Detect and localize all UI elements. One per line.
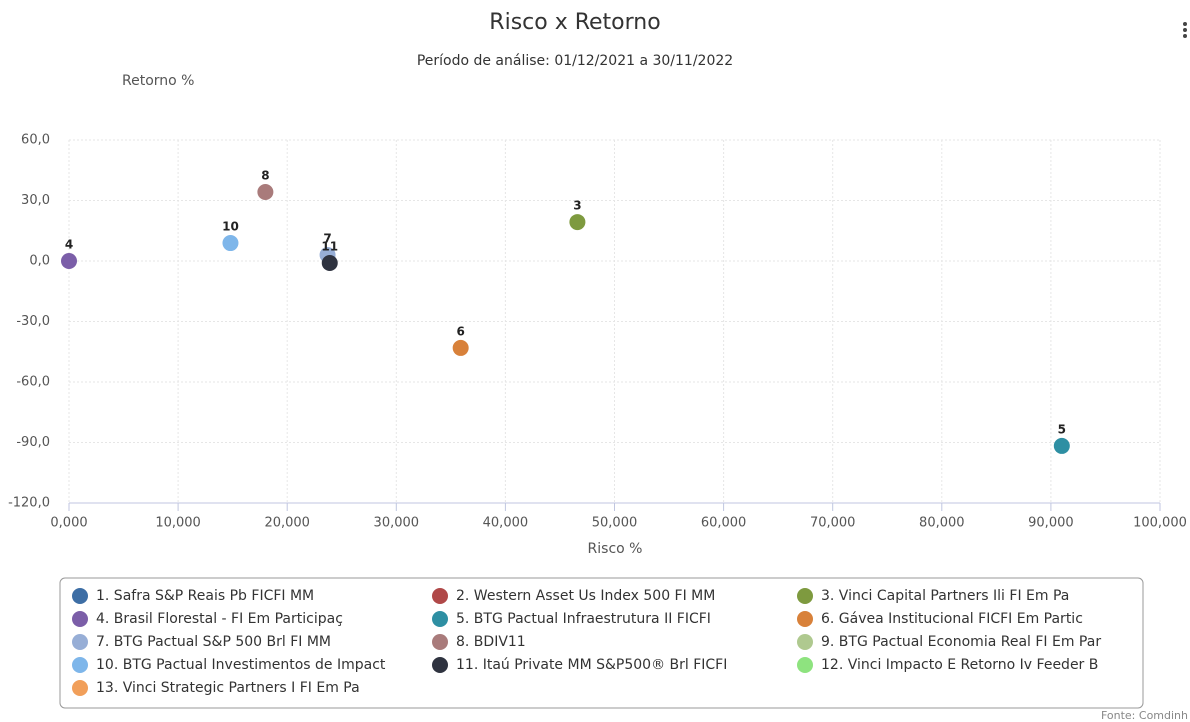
- x-tick-label: 10,000: [155, 516, 201, 531]
- x-tick-label: 90,000: [1028, 516, 1074, 531]
- legend-label[interactable]: 4. Brasil Florestal - FI Em Participaç: [96, 611, 343, 627]
- legend-marker[interactable]: [797, 634, 813, 650]
- y-tick-label: -60,0: [16, 375, 50, 390]
- point: [321, 255, 338, 272]
- menu-icon[interactable]: [1183, 22, 1187, 38]
- legend-label[interactable]: 2. Western Asset Us Index 500 FI MM: [456, 588, 715, 604]
- legend-marker[interactable]: [797, 611, 813, 627]
- y-tick-label: 0,0: [29, 254, 50, 269]
- point: [569, 214, 586, 231]
- x-tick-label: 30,000: [374, 516, 420, 531]
- legend-label[interactable]: 6. Gávea Institucional FICFI Em Partic: [821, 611, 1083, 627]
- legend-marker[interactable]: [432, 657, 448, 673]
- legend-label[interactable]: 9. BTG Pactual Economia Real FI Em Par: [821, 634, 1101, 650]
- legend-marker[interactable]: [72, 588, 88, 604]
- menu-dot[interactable]: [1183, 22, 1187, 26]
- chart-title: Risco x Retorno: [489, 10, 660, 35]
- x-tick-label: 70,000: [810, 516, 856, 531]
- point: [1053, 437, 1070, 454]
- y-tick-label: -120,0: [8, 496, 50, 511]
- point-label: 7: [323, 231, 331, 245]
- point-label: 10: [222, 220, 239, 234]
- x-axis-title: Risco %: [588, 541, 643, 557]
- legend-label[interactable]: 5. BTG Pactual Infraestrutura II FICFI: [456, 611, 711, 627]
- legend-marker[interactable]: [72, 657, 88, 673]
- legend-label[interactable]: 13. Vinci Strategic Partners I FI Em Pa: [96, 680, 360, 696]
- legend-marker[interactable]: [72, 611, 88, 627]
- x-tick-label: 60,000: [701, 516, 747, 531]
- point-label: 3: [573, 199, 581, 213]
- point: [222, 235, 239, 252]
- legend-label[interactable]: 8. BDIV11: [456, 634, 526, 650]
- y-axis-title: Retorno %: [122, 73, 194, 89]
- x-tick-label: 100,000: [1133, 516, 1187, 531]
- legend-box: [59, 577, 1144, 709]
- legend-marker[interactable]: [72, 634, 88, 650]
- x-tick-label: 40,000: [483, 516, 529, 531]
- legend-label[interactable]: 10. BTG Pactual Investimentos de Impact: [96, 657, 386, 673]
- legend-marker[interactable]: [797, 657, 813, 673]
- menu-dot[interactable]: [1183, 34, 1187, 38]
- y-tick-label: 60,0: [21, 133, 50, 148]
- x-tick-label: 20,000: [264, 516, 310, 531]
- legend-marker[interactable]: [797, 588, 813, 604]
- y-tick-label: -30,0: [16, 314, 50, 329]
- legend-marker[interactable]: [432, 588, 448, 604]
- point-label: 11: [321, 240, 338, 254]
- point-label: 4: [65, 238, 73, 252]
- chart-subtitle: Período de análise: 01/12/2021 a 30/11/2…: [417, 53, 733, 69]
- point: [257, 184, 274, 201]
- x-tick-label: 0,000: [50, 516, 87, 531]
- point-label: 6: [456, 324, 464, 338]
- menu-dot[interactable]: [1183, 28, 1187, 32]
- legend-marker[interactable]: [72, 680, 88, 696]
- y-tick-label: -90,0: [16, 435, 50, 450]
- legend-label[interactable]: 12. Vinci Impacto E Retorno Iv Feeder B: [821, 657, 1098, 673]
- legend-label[interactable]: 3. Vinci Capital Partners Ili FI Em Pa: [821, 588, 1069, 604]
- legend-marker[interactable]: [432, 634, 448, 650]
- legend-label[interactable]: 1. Safra S&P Reais Pb FICFI MM: [96, 588, 314, 604]
- point: [452, 339, 469, 356]
- source: Fonte: Comdinh: [1101, 709, 1188, 722]
- y-tick-label: 30,0: [21, 193, 50, 208]
- point: [61, 253, 77, 269]
- point-label: 8: [261, 169, 269, 183]
- x-tick-label: 50,000: [592, 516, 638, 531]
- point-label: 5: [1058, 422, 1066, 436]
- x-tick-label: 80,000: [919, 516, 965, 531]
- legend-marker[interactable]: [432, 611, 448, 627]
- legend-label[interactable]: 11. Itaú Private MM S&P500® Brl FICFI: [456, 657, 727, 673]
- legend-label[interactable]: 7. BTG Pactual S&P 500 Brl FI MM: [96, 634, 331, 650]
